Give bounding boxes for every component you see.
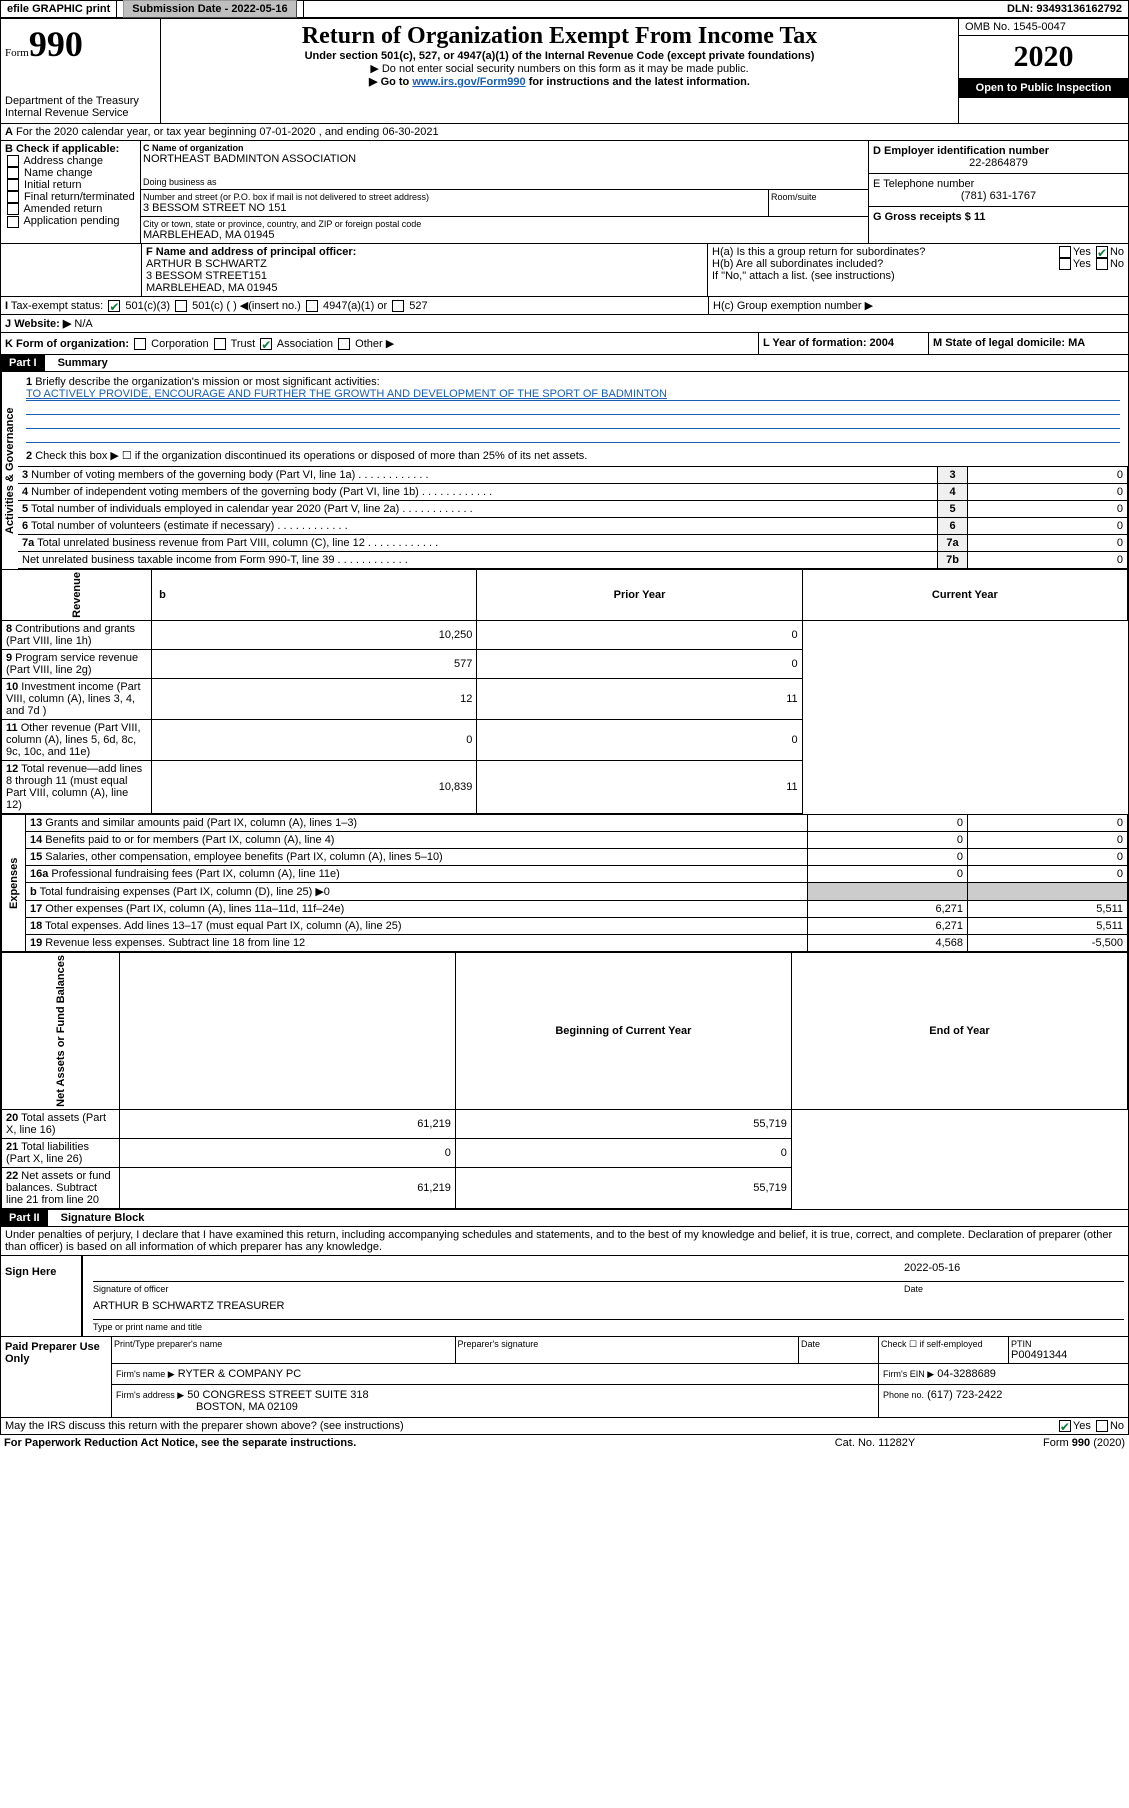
checkbox-option[interactable]: Address change [5,155,136,167]
part1: Part I Summary Activities & Governance 1… [0,355,1129,1210]
year-formation: L Year of formation: 2004 [758,333,928,354]
ptin: P00491344 [1011,1349,1126,1361]
checkbox-option[interactable]: Name change [5,167,136,179]
discuss-row: May the IRS discuss this return with the… [0,1418,1129,1435]
summary-row: Net unrelated business taxable income fr… [18,552,1128,569]
mission-text: TO ACTIVELY PROVIDE, ENCOURAGE AND FURTH… [26,388,1120,401]
vert-net: Net Assets or Fund Balances [2,953,120,1110]
paid-preparer-block: Paid Preparer Use Only Print/Type prepar… [0,1337,1129,1418]
net-row: 20 Total assets (Part X, line 16)61,2195… [2,1109,1128,1138]
telephone: (781) 631-1767 [873,190,1124,202]
form-label: Form [5,47,29,59]
city-state-zip: MARBLEHEAD, MA 01945 [143,229,866,241]
submission-button[interactable]: Submission Date - 2022-05-16 [123,0,296,18]
warn2: ▶ Go to www.irs.gov/Form990 for instruct… [165,75,954,88]
title-block: Form990 Department of the Treasury Inter… [0,18,1129,124]
ij-block: I Tax-exempt status: 501(c)(3) 501(c) ( … [0,297,1129,315]
part2: Part II Signature Block Under penalties … [0,1210,1129,1256]
expense-row: 16a Professional fundraising fees (Part … [2,866,1128,883]
box-c: C Name of organization NORTHEAST BADMINT… [141,141,868,243]
box-f: F Name and address of principal officer:… [141,244,708,296]
sig-date: 2022-05-16 [904,1262,1124,1282]
box-h: H(a) Is this a group return for subordin… [708,244,1128,296]
form-title: Return of Organization Exempt From Incom… [165,23,954,50]
omb-number: OMB No. 1545-0047 [959,19,1128,36]
form-footer: Form 990 (2020) [975,1437,1125,1449]
box-deg: D Employer identification number 22-2864… [868,141,1128,243]
hc-label: H(c) Group exemption number ▶ [708,297,1128,314]
sign-here-label: Sign Here [1,1256,81,1336]
header-bar: efile GRAPHIC print Submission Date - 20… [0,0,1129,18]
state-domicile: M State of legal domicile: MA [928,333,1128,354]
revenue-row: 8 Contributions and grants (Part VIII, l… [2,621,1128,650]
revenue-row: 11 Other revenue (Part VIII, column (A),… [2,720,1128,761]
form-number: 990 [29,24,83,64]
part2-header: Part II [1,1210,48,1226]
dln-label: DLN: 93493136162792 [1001,1,1128,17]
box-b: B Check if applicable: Address change Na… [1,141,141,243]
tax-year: 2020 [959,36,1128,78]
checkbox-option[interactable]: Application pending [5,215,136,227]
summary-row: 3 Number of voting members of the govern… [18,467,1128,484]
expense-row: 15 Salaries, other compensation, employe… [2,849,1128,866]
part2-title: Signature Block [51,1212,145,1224]
firm-address: 50 CONGRESS STREET SUITE 318 [187,1389,368,1401]
part1-title: Summary [48,357,108,369]
expense-row: Expenses13 Grants and similar amounts pa… [2,815,1128,832]
expense-row: 18 Total expenses. Add lines 13–17 (must… [2,918,1128,935]
end-year-header: End of Year [791,953,1127,1110]
gross-receipts: G Gross receipts $ 11 [869,207,1128,227]
prior-year-header: Prior Year [477,570,802,621]
revenue-row: 12 Total revenue—add lines 8 through 11 … [2,761,1128,814]
irs-label: Internal Revenue Service [5,107,156,119]
expense-row: 14 Benefits paid to or for members (Part… [2,832,1128,849]
vert-governance: Activities & Governance [1,372,18,569]
begin-year-header: Beginning of Current Year [455,953,791,1110]
line-j: J Website: ▶ N/A [0,315,1129,333]
bcdeg-block: B Check if applicable: Address change Na… [0,141,1129,244]
room-suite: Room/suite [768,190,868,216]
revenue-row: 10 Investment income (Part VIII, column … [2,679,1128,720]
warn1: ▶ Do not enter social security numbers o… [165,62,954,75]
officer-name: ARTHUR B SCHWARTZ TREASURER [93,1300,1124,1320]
footer: For Paperwork Reduction Act Notice, see … [0,1435,1129,1451]
instructions-link[interactable]: www.irs.gov/Form990 [412,76,525,88]
paid-prep-label: Paid Preparer Use Only [1,1337,111,1417]
part1-header: Part I [1,355,45,371]
omb-box: OMB No. 1545-0047 2020 Open to Public In… [958,19,1128,123]
expense-row: b Total fundraising expenses (Part IX, c… [2,883,1128,901]
summary-row: 6 Total number of volunteers (estimate i… [18,518,1128,535]
revenue-row: 9 Program service revenue (Part VIII, li… [2,650,1128,679]
checkbox-option[interactable]: Amended return [5,203,136,215]
summary-row: 7a Total unrelated business revenue from… [18,535,1128,552]
expense-row: 19 Revenue less expenses. Subtract line … [2,935,1128,952]
line-a: A For the 2020 calendar year, or tax yea… [0,124,1129,141]
firm-name: RYTER & COMPANY PC [178,1368,301,1380]
sig-officer-label: Signature of officer [93,1284,904,1294]
efile-label: efile GRAPHIC print [1,1,117,17]
firm-ein: 04-3288689 [937,1368,996,1380]
firm-phone: (617) 723-2422 [927,1389,1002,1401]
net-row: 21 Total liabilities (Part X, line 26)00 [2,1138,1128,1167]
expense-row: 17 Other expenses (Part IX, column (A), … [2,901,1128,918]
street-address: 3 BESSOM STREET NO 151 [143,202,766,214]
summary-row: 4 Number of independent voting members o… [18,484,1128,501]
org-name: NORTHEAST BADMINTON ASSOCIATION [143,153,866,165]
checkbox-option[interactable]: Final return/terminated [5,191,136,203]
fh-block: F Name and address of principal officer:… [0,244,1129,297]
form-subtitle: Under section 501(c), 527, or 4947(a)(1)… [165,50,954,62]
checkbox-option[interactable]: Initial return [5,179,136,191]
summary-row: 5 Total number of individuals employed i… [18,501,1128,518]
vert-revenue: Revenue [2,570,152,621]
ein: 22-2864879 [873,157,1124,169]
sign-block: Sign Here Signature of officer 2022-05-1… [0,1256,1129,1337]
open-public-label: Open to Public Inspection [959,78,1128,98]
current-year-header: Current Year [802,570,1127,621]
net-row: 22 Net assets or fund balances. Subtract… [2,1167,1128,1208]
penalty-text: Under penalties of perjury, I declare th… [1,1226,1128,1255]
klm-block: K Form of organization: Corporation Trus… [0,333,1129,355]
dept-label: Department of the Treasury [5,95,156,107]
